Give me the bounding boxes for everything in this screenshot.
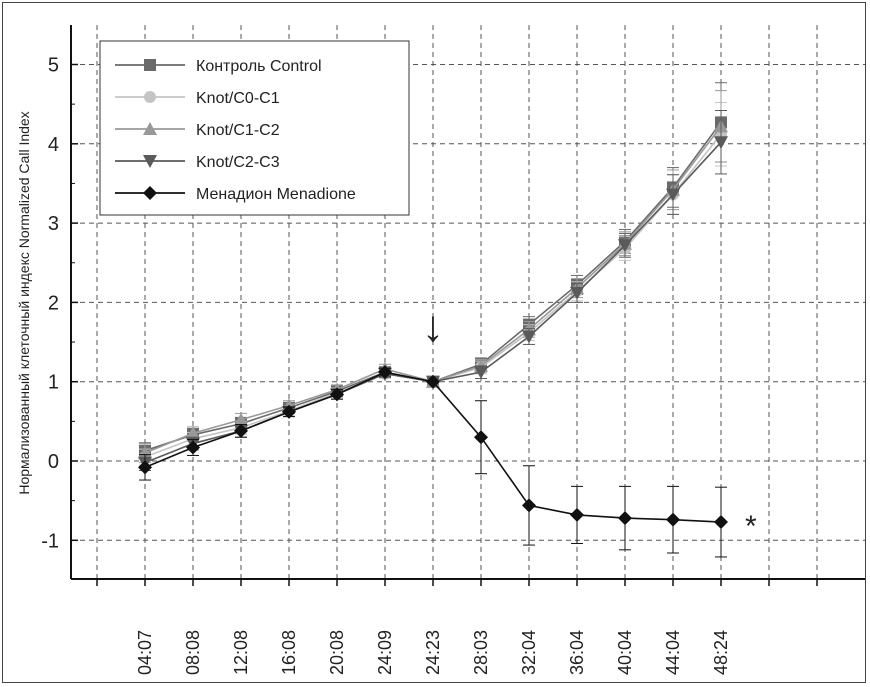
data-point [618,239,632,253]
data-point [426,374,440,389]
significance-asterisk: * [745,510,757,543]
x-tick-label: 04:07 [135,630,155,675]
legend-label: Knot/C2-C3 [196,154,280,171]
data-point [570,286,584,300]
data-point [666,512,680,527]
y-tick-label: 0 [48,451,59,473]
data-point [714,136,728,150]
x-tick-label: 40:04 [615,630,635,675]
y-axis-label: Нормализованный клеточный индекс Normali… [16,111,32,494]
y-tick-label: 4 [48,134,59,156]
annotations: ↓* [422,302,757,543]
series-4 [138,365,728,558]
legend-label: Knot/C1-C2 [196,122,280,139]
data-point [234,423,248,438]
legend-marker [143,155,157,168]
data-point [330,387,344,402]
data-point [138,460,152,475]
data-point [618,511,632,526]
line-chart: -1 0 1 2 3 4 5 04:07 08:08 12:08 16:08 20:08 24:09 2… [16,25,865,675]
y-tick-label: 5 [48,55,59,77]
legend-marker [144,91,156,103]
x-tick-label: 16:08 [279,630,299,675]
x-tick-label: 32:04 [519,630,539,675]
y-tick-label: 1 [48,372,59,394]
x-tick-label: 44:04 [663,630,683,675]
data-point [378,365,392,380]
event-arrow: ↓ [422,302,444,351]
data-point [522,498,536,513]
legend-label: Контроль Control [196,58,322,75]
y-ticks: -1 0 1 2 3 4 5 [41,55,78,552]
x-ticks: 04:07 08:08 12:08 16:08 20:08 24:09 24:23 28:03… [96,579,818,675]
y-tick-label: 3 [48,213,59,235]
data-point [522,330,536,344]
legend-marker [143,186,157,200]
x-tick-label: 36:04 [567,630,587,675]
data-point [666,188,680,202]
data-point [570,507,584,522]
data-point [234,412,248,426]
x-tick-label: 12:08 [231,630,251,675]
data-point [186,426,200,440]
x-tick-label: 48:24 [711,630,731,675]
grid-lines [71,25,865,579]
data-point [282,404,296,419]
legend: Контроль Control Knot/C0-C1 Knot/C1-C2 Knot… [99,40,410,216]
y-tick-label: -1 [41,530,59,552]
data-point [186,440,200,455]
x-tick-label: 28:03 [471,630,491,675]
x-tick-label: 24:09 [375,630,395,675]
legend-label: Knot/C0-C1 [196,90,280,107]
series-group [138,82,728,558]
y-tick-label: 2 [48,292,59,314]
legend-marker [144,59,156,71]
data-point [714,515,728,530]
x-tick-label: 24:23 [423,630,443,675]
x-tick-label: 20:08 [327,630,347,675]
legend-label: Менадион Menadione [196,186,356,203]
data-point [474,430,488,445]
data-point [138,446,152,460]
data-point [474,366,488,380]
legend-marker [143,122,157,135]
x-tick-label: 08:08 [183,630,203,675]
